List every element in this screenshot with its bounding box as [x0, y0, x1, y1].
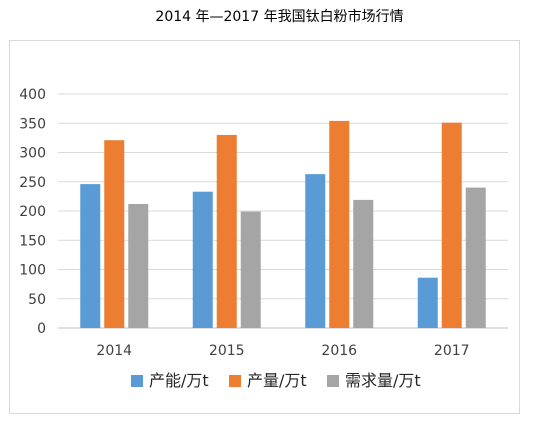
bar-2014-1	[104, 140, 125, 328]
chart-title: 2014 年—2017 年我国钛白粉市场行情	[155, 9, 404, 25]
bar-2016-1	[329, 120, 350, 328]
bar-2017-2	[465, 187, 486, 328]
legend-label: 产能/万t	[149, 371, 209, 390]
bar-2015-1	[216, 134, 237, 328]
bar-2015-2	[240, 211, 261, 328]
legend-swatch-2	[327, 375, 339, 387]
legend-label: 产量/万t	[247, 371, 307, 390]
chart-frame	[9, 40, 520, 414]
bar-2014-0	[80, 184, 101, 328]
y-tick-label: 250	[19, 175, 46, 191]
x-tick-label: 2015	[209, 343, 245, 359]
y-tick-label: 50	[28, 292, 46, 308]
y-tick-label: 200	[19, 204, 46, 220]
bar-2016-0	[305, 174, 326, 328]
bar-2015-0	[192, 191, 213, 328]
bar-2017-0	[417, 277, 438, 328]
y-tick-label: 100	[19, 263, 46, 279]
x-tick-label: 2017	[434, 343, 470, 359]
legend-swatch-1	[229, 375, 241, 387]
legend-swatch-0	[131, 375, 143, 387]
bar-2014-2	[128, 203, 149, 328]
y-tick-label: 0	[37, 321, 46, 337]
legend-label: 需求量/万t	[345, 371, 421, 390]
bar-2017-1	[441, 122, 462, 328]
y-tick-label: 300	[19, 146, 46, 162]
y-tick-label: 400	[19, 87, 46, 103]
y-tick-label: 350	[19, 116, 46, 132]
y-tick-label: 150	[19, 233, 46, 249]
x-tick-label: 2014	[96, 343, 132, 359]
bar-2016-2	[353, 199, 374, 328]
x-tick-label: 2016	[321, 343, 357, 359]
